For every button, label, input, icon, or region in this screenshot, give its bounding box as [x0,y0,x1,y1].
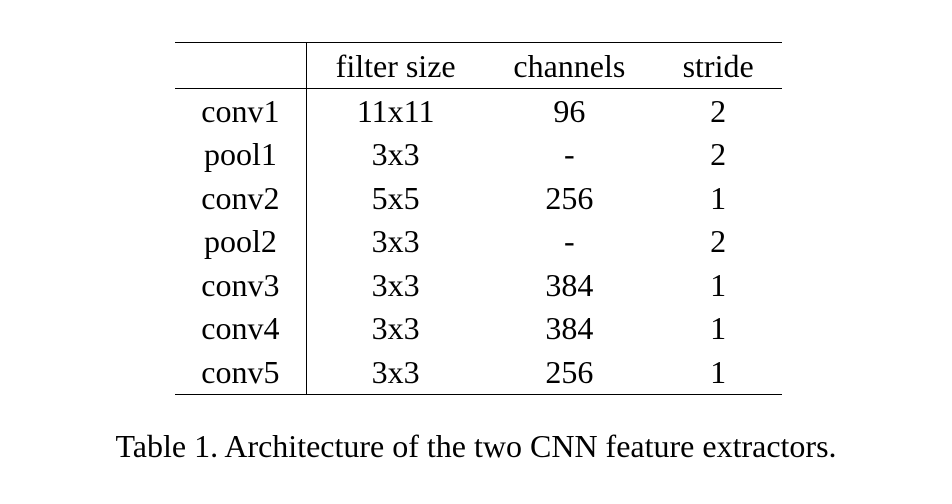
cell-layer: conv4 [175,306,307,350]
header-layer [175,42,307,89]
cell-channels: 256 [545,353,594,390]
cell-layer: conv3 [175,263,307,307]
cell-stride: 2 [710,223,727,260]
cell-layer: conv5 [175,350,307,394]
cell-stride: 1 [710,266,727,303]
cell-stride: 1 [710,310,727,347]
cell-stride: 1 [710,179,727,216]
cell-layer: pool2 [175,219,307,263]
cell-filter-size: 3x3 [371,266,420,303]
cell-layer: pool1 [175,132,307,176]
table-header: filter size channels stride [175,42,782,89]
architecture-table-container: filter size channels stride conv1 11x11 … [175,42,782,395]
cell-channels: 96 [553,92,586,129]
cell-layer: conv1 [175,88,307,133]
cell-filter-size: 3x3 [371,223,420,260]
cell-channels: 256 [545,179,594,216]
cell-channels: - [564,223,575,260]
table-body: conv1 11x11 96 2 pool1 3x3 - 2 conv2 5x5… [175,88,782,394]
table-row: pool2 3x3 - 2 [175,219,782,263]
table-row: pool1 3x3 - 2 [175,132,782,176]
cell-channels: 384 [545,266,594,303]
cell-channels: 384 [545,310,594,347]
cell-filter-size: 3x3 [371,310,420,347]
table-row: conv2 5x5 256 1 [175,176,782,220]
cell-stride: 1 [710,353,727,390]
header-stride: stride [682,47,754,84]
table-caption: Table 1. Architecture of the two CNN fea… [115,428,837,464]
cell-layer: conv2 [175,176,307,220]
cell-channels: - [564,136,575,173]
cell-filter-size: 3x3 [371,353,420,390]
header-row: filter size channels stride [175,42,782,89]
cell-filter-size: 3x3 [371,136,420,173]
cell-filter-size: 5x5 [371,179,420,216]
cell-stride: 2 [710,92,727,129]
table-row: conv3 3x3 384 1 [175,263,782,307]
table-row: conv5 3x3 256 1 [175,350,782,394]
header-channels: channels [513,47,626,84]
cell-stride: 2 [710,136,727,173]
architecture-table: filter size channels stride conv1 11x11 … [175,42,782,395]
table-row: conv1 11x11 96 2 [175,88,782,133]
header-filter-size: filter size [335,47,456,84]
cell-filter-size: 11x11 [356,92,435,129]
table-row: conv4 3x3 384 1 [175,306,782,350]
